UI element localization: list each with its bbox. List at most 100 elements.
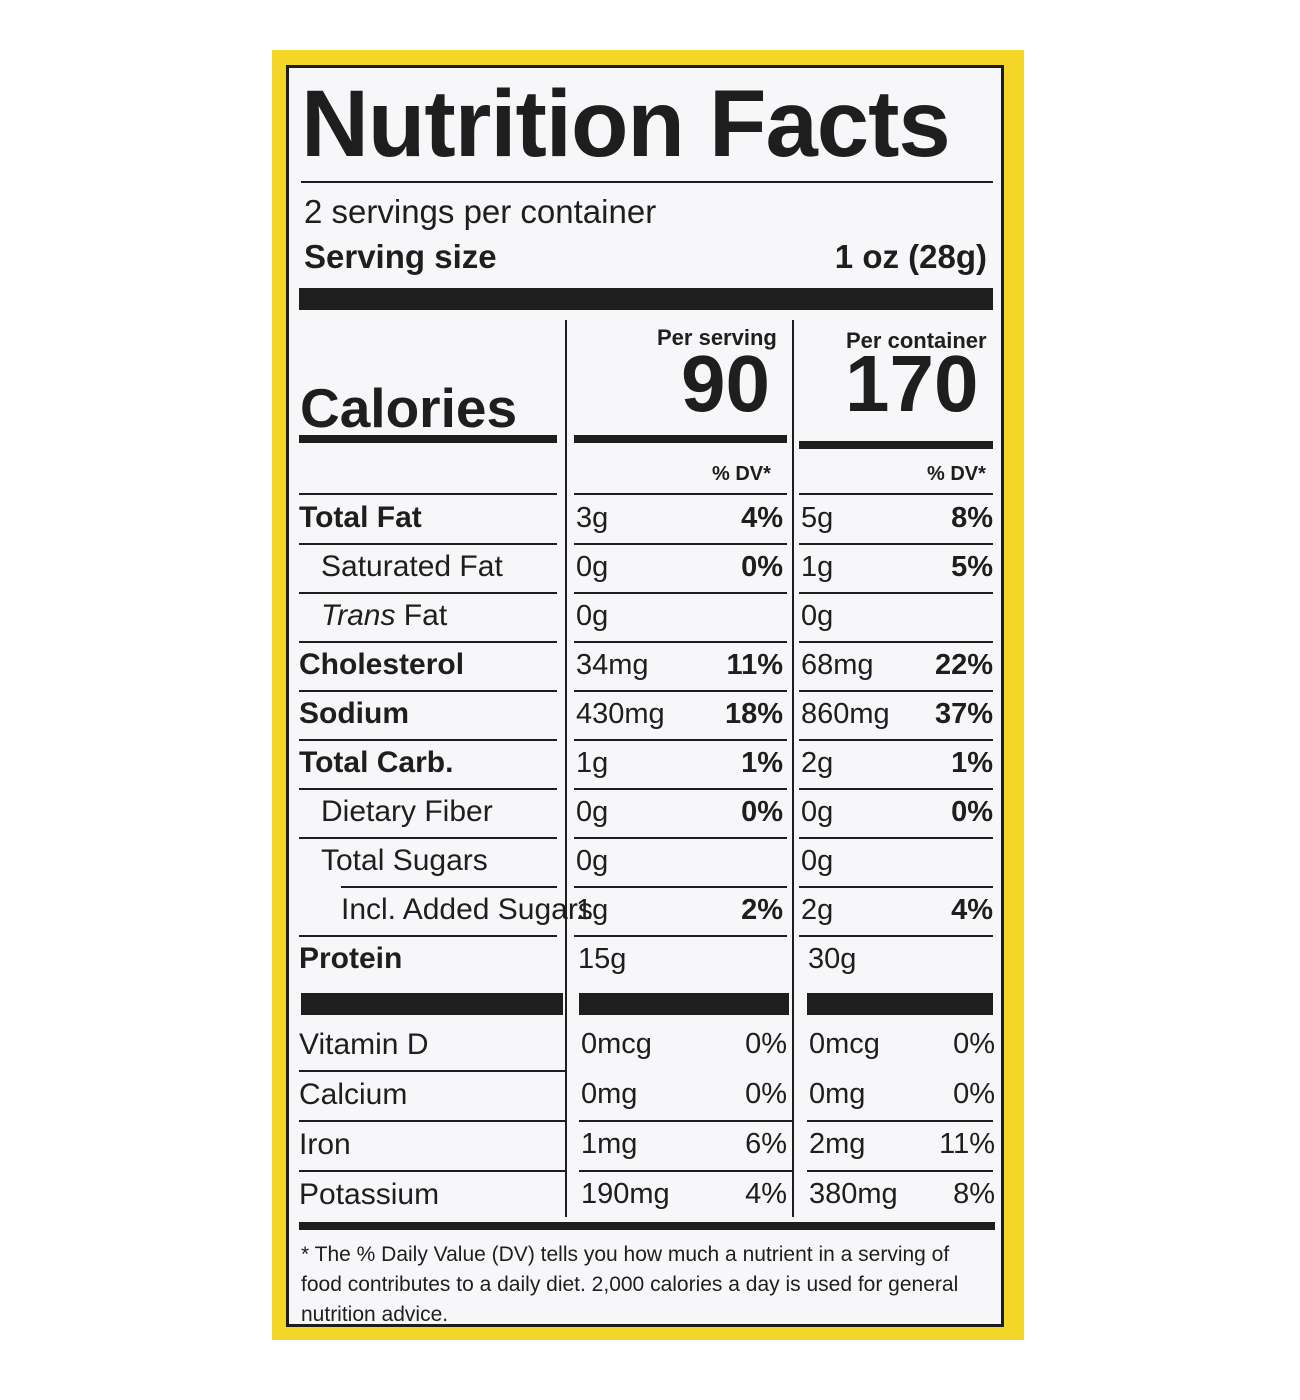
calories-per-container: 170	[845, 339, 979, 428]
dv-per-serving: 2%	[741, 894, 783, 926]
amount-per-serving: 0g	[576, 796, 609, 828]
dv-per-container: 22%	[934, 649, 993, 681]
dv-per-container: 37%	[934, 698, 993, 730]
dv-per-container: 8%	[951, 502, 993, 534]
amount-per-serving: 0g	[576, 600, 609, 632]
dv-rule-1	[299, 493, 557, 495]
dv-per-serving: 0%	[741, 796, 783, 828]
dv-header-serving: % DV*	[712, 463, 771, 485]
amount-per-serving: 190mg	[581, 1178, 670, 1210]
nutrient-row-cholesterol: Cholesterol 34mg 11% 68mg 22%	[289, 642, 1001, 692]
dv-per-container: 1%	[951, 747, 993, 779]
amount-per-serving: 0mg	[581, 1078, 638, 1110]
bottom-rule	[299, 1222, 995, 1230]
dv-per-container: 8%	[953, 1178, 995, 1210]
amount-per-serving: 15g	[578, 943, 627, 975]
package-panel: Nutrition Facts 2 servings per container…	[272, 50, 1024, 1340]
amount-per-container: 68mg	[801, 649, 874, 681]
nutrient-name: Dietary Fiber	[321, 795, 493, 828]
dv-per-serving: 0%	[745, 1028, 787, 1060]
column-divider-1	[565, 320, 567, 1217]
nutrient-name: Sodium	[299, 697, 409, 730]
thick-bar-mid-3	[807, 993, 993, 1015]
nutrient-name: Saturated Fat	[321, 550, 503, 583]
dv-rule-2	[574, 493, 787, 495]
vitamin-row-iron: Iron 1mg 6% 2mg 11%	[289, 1120, 1001, 1172]
amount-per-container: 0g	[801, 845, 834, 877]
dv-per-serving: 0%	[741, 551, 783, 583]
nutrient-row-added-sugars: Incl. Added Sugars 1g 2% 2g 4%	[289, 887, 1001, 937]
amount-per-serving: 3g	[576, 502, 609, 534]
dv-per-container: 4%	[951, 894, 993, 926]
vitamin-row-calcium: Calcium 0mg 0% 0mg 0%	[289, 1070, 1001, 1122]
dv-per-serving: 4%	[741, 502, 783, 534]
vitamin-name: Iron	[299, 1128, 351, 1161]
amount-per-container: 2g	[801, 894, 834, 926]
amount-per-serving: 430mg	[576, 698, 665, 730]
dv-per-serving: 11%	[726, 649, 783, 681]
amount-per-container: 860mg	[801, 698, 890, 730]
nutrient-name: Total Carb.	[299, 746, 454, 779]
column-divider-2	[792, 320, 794, 1217]
nutrient-row-sodium: Sodium 430mg 18% 860mg 37%	[289, 691, 1001, 741]
dv-per-serving: 4%	[745, 1178, 787, 1210]
amount-per-container: 1g	[801, 551, 834, 583]
vitamin-row-potassium: Potassium 190mg 4% 380mg 8%	[289, 1170, 1001, 1220]
amount-per-container: 380mg	[809, 1178, 898, 1210]
serving-size-label: Serving size	[304, 238, 497, 275]
dv-per-container: 5%	[951, 551, 993, 583]
serving-size-value: 1 oz (28g)	[834, 238, 987, 275]
nutrient-name: Trans Fat	[321, 599, 447, 633]
nutrient-row-dietary-fiber: Dietary Fiber 0g 0% 0g 0%	[289, 789, 1001, 839]
amount-per-container: 0mcg	[809, 1028, 880, 1060]
title-rule	[301, 181, 993, 183]
label-title: Nutrition Facts	[301, 71, 951, 177]
calories-label: Calories	[300, 377, 518, 439]
dv-per-container: 0%	[951, 796, 993, 828]
nutrient-name-italic: Trans	[321, 599, 396, 632]
nutrient-name-rest: Fat	[395, 599, 448, 632]
per-serving-header: Per serving	[657, 325, 777, 350]
amount-per-serving: 34mg	[576, 649, 649, 681]
footnote: * The % Daily Value (DV) tells you how m…	[301, 1243, 959, 1326]
thick-bar-mid-2	[579, 993, 789, 1015]
nutrient-row-total-carb: Total Carb. 1g 1% 2g 1%	[289, 740, 1001, 790]
amount-per-container: 5g	[801, 502, 834, 534]
vitamin-name: Vitamin D	[299, 1028, 429, 1061]
thick-bar-top	[299, 288, 993, 310]
nutrient-row-trans-fat: Trans Fat 0g 0g	[289, 593, 1001, 643]
vitamin-row-vitamin-d: Vitamin D 0mcg 0% 0mcg 0%	[289, 1020, 1001, 1072]
dv-rule-3	[799, 493, 993, 495]
amount-per-container: 0g	[801, 796, 834, 828]
servings-per-container: 2 servings per container	[304, 193, 657, 230]
nutrient-row-total-fat: Total Fat 3g 4% 5g 8%	[289, 495, 1001, 545]
dv-per-serving: 6%	[745, 1128, 787, 1160]
amount-per-serving: 0mcg	[581, 1028, 652, 1060]
vitamin-name: Potassium	[299, 1178, 440, 1211]
amount-per-container: 0mg	[809, 1078, 866, 1110]
amount-per-container: 2mg	[809, 1128, 866, 1160]
nutrient-name: Cholesterol	[299, 648, 465, 681]
amount-per-container: 0g	[801, 600, 834, 632]
dv-per-serving: 1%	[741, 747, 783, 779]
amount-per-serving: 1g	[576, 894, 609, 926]
dv-per-container: 0%	[953, 1078, 995, 1110]
dv-per-container: 11%	[939, 1128, 995, 1160]
dv-per-serving: 0%	[745, 1078, 787, 1110]
nutrition-label: Nutrition Facts 2 servings per container…	[286, 65, 1004, 1327]
amount-per-serving: 0g	[576, 845, 609, 877]
nutrient-name: Incl. Added Sugars	[341, 893, 593, 926]
vitamin-name: Calcium	[299, 1078, 408, 1111]
nutrient-row-saturated-fat: Saturated Fat 0g 0% 1g 5%	[289, 544, 1001, 594]
calories-rule-1	[299, 435, 557, 443]
per-container-header: Per container	[846, 328, 987, 353]
nutrient-name: Total Sugars	[321, 844, 488, 877]
thick-bar-mid-1	[301, 993, 563, 1015]
nutrient-row-total-sugars: Total Sugars 0g 0g	[289, 838, 1001, 888]
dv-header-container: % DV*	[927, 463, 986, 485]
nutrient-name: Protein	[299, 942, 403, 975]
nutrient-name: Total Fat	[299, 501, 422, 534]
calories-rule-2	[574, 435, 787, 443]
dv-per-serving: 18%	[724, 698, 783, 730]
amount-per-serving: 1g	[576, 747, 609, 779]
